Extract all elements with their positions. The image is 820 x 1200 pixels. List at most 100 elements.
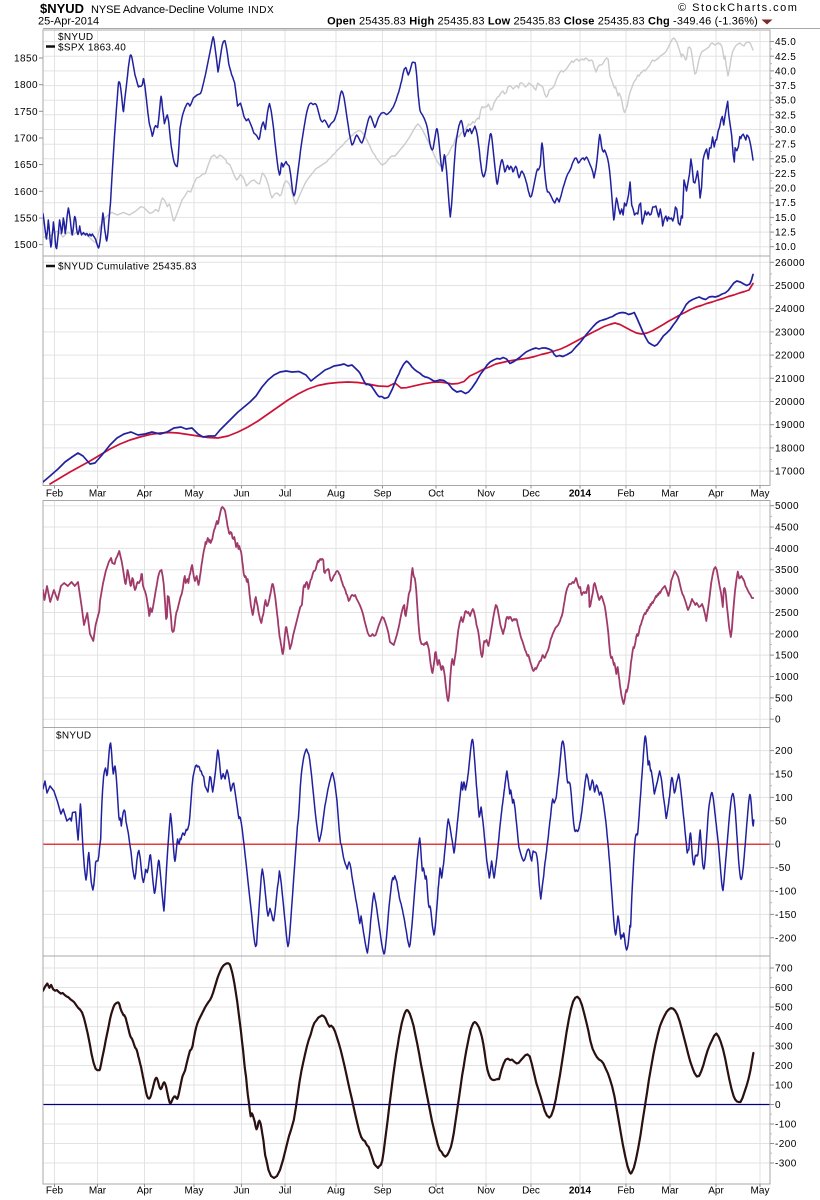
svg-text:0: 0 [775, 1100, 781, 1111]
svg-text:20.0: 20.0 [775, 184, 796, 195]
svg-text:1800: 1800 [14, 80, 38, 91]
svg-text:300: 300 [775, 1042, 793, 1053]
svg-text:30.0: 30.0 [775, 125, 796, 136]
svg-text:Aug: Aug [327, 489, 345, 500]
svg-text:Nov: Nov [477, 489, 495, 500]
svg-text:-100: -100 [775, 887, 797, 898]
svg-text:37.5: 37.5 [775, 81, 796, 92]
svg-text:May: May [185, 489, 204, 500]
svg-text:NYSE Advance-Decline Volume: NYSE Advance-Decline Volume [91, 4, 244, 16]
svg-text:200: 200 [775, 1061, 793, 1072]
svg-text:19000: 19000 [775, 420, 805, 431]
svg-text:2014: 2014 [569, 489, 592, 500]
svg-text:INDX: INDX [248, 5, 274, 16]
svg-text:3000: 3000 [775, 587, 799, 598]
svg-text:May: May [751, 489, 770, 500]
svg-text:Apr: Apr [137, 1186, 153, 1197]
svg-text:10.0: 10.0 [775, 242, 796, 253]
svg-text:500: 500 [775, 1003, 793, 1014]
svg-text:2000: 2000 [775, 629, 799, 640]
svg-text:17.5: 17.5 [775, 198, 796, 209]
svg-text:Feb: Feb [46, 489, 64, 500]
svg-text:24000: 24000 [775, 304, 805, 315]
svg-text:20000: 20000 [775, 397, 805, 408]
svg-text:Oct: Oct [428, 1186, 444, 1197]
svg-text:700: 700 [775, 964, 793, 975]
svg-text:Feb: Feb [617, 1186, 635, 1197]
svg-text:Dec: Dec [522, 489, 540, 500]
svg-text:45.0: 45.0 [775, 37, 796, 48]
svg-text:Nov: Nov [477, 1186, 495, 1197]
svg-text:22000: 22000 [775, 351, 805, 362]
svg-text:21000: 21000 [775, 374, 805, 385]
svg-text:12.5: 12.5 [775, 228, 796, 239]
svg-text:17000: 17000 [775, 467, 805, 478]
svg-text:0: 0 [775, 715, 781, 726]
svg-text:May: May [185, 1186, 204, 1197]
svg-text:Dec: Dec [522, 1186, 540, 1197]
svg-text:3500: 3500 [775, 565, 799, 576]
svg-text:25-Apr-2014: 25-Apr-2014 [38, 16, 99, 28]
svg-text:4000: 4000 [775, 544, 799, 555]
svg-text:Jun: Jun [233, 1186, 249, 1197]
svg-text:25000: 25000 [775, 281, 805, 292]
svg-text:Jul: Jul [279, 1186, 292, 1197]
svg-text:2500: 2500 [775, 608, 799, 619]
svg-text:18000: 18000 [775, 443, 805, 454]
svg-text:1500: 1500 [775, 651, 799, 662]
svg-text:-150: -150 [775, 910, 797, 921]
svg-text:200: 200 [775, 746, 793, 757]
svg-text:Mar: Mar [661, 489, 679, 500]
svg-text:$NYUD: $NYUD [56, 731, 91, 742]
svg-text:1650: 1650 [14, 160, 38, 171]
svg-text:Feb: Feb [46, 1186, 64, 1197]
svg-text:Mar: Mar [89, 489, 107, 500]
svg-text:40.0: 40.0 [775, 66, 796, 77]
svg-text:Jun: Jun [233, 489, 249, 500]
svg-text:1850: 1850 [14, 54, 38, 65]
svg-text:May: May [751, 1186, 770, 1197]
svg-text:-50: -50 [775, 863, 791, 874]
svg-text:22.5: 22.5 [775, 169, 796, 180]
svg-text:27.5: 27.5 [775, 140, 796, 151]
svg-text:1000: 1000 [775, 672, 799, 683]
svg-text:0: 0 [775, 840, 781, 851]
svg-text:23000: 23000 [775, 327, 805, 338]
svg-text:2014: 2014 [569, 1186, 592, 1197]
svg-text:1600: 1600 [14, 187, 38, 198]
svg-text:35.0: 35.0 [775, 96, 796, 107]
svg-text:-100: -100 [775, 1120, 797, 1131]
svg-text:600: 600 [775, 983, 793, 994]
svg-text:1550: 1550 [14, 214, 38, 225]
svg-text:© StockCharts.com: © StockCharts.com [678, 2, 798, 14]
svg-text:-200: -200 [775, 933, 797, 944]
svg-text:$NYUD: $NYUD [40, 1, 84, 16]
svg-text:25.0: 25.0 [775, 154, 796, 165]
svg-text:150: 150 [775, 770, 793, 781]
svg-text:1500: 1500 [14, 240, 38, 251]
svg-text:5000: 5000 [775, 501, 799, 512]
svg-text:32.5: 32.5 [775, 110, 796, 121]
svg-text:26000: 26000 [775, 258, 805, 269]
svg-text:Apr: Apr [137, 489, 153, 500]
svg-text:1700: 1700 [14, 134, 38, 145]
svg-text:Sep: Sep [374, 1186, 392, 1197]
svg-text:15.0: 15.0 [775, 213, 796, 224]
svg-text:100: 100 [775, 1081, 793, 1092]
svg-text:500: 500 [775, 693, 793, 704]
svg-text:Mar: Mar [661, 1186, 679, 1197]
svg-text:$NYUD: $NYUD [58, 32, 93, 43]
svg-text:Aug: Aug [327, 1186, 345, 1197]
svg-text:$SPX 1863.40: $SPX 1863.40 [58, 43, 126, 54]
svg-text:Sep: Sep [374, 489, 392, 500]
svg-text:1750: 1750 [14, 107, 38, 118]
svg-text:Apr: Apr [708, 1186, 724, 1197]
svg-text:-300: -300 [775, 1159, 797, 1170]
svg-text:42.5: 42.5 [775, 52, 796, 63]
svg-text:Open 25435.83 High 25435.83 Lo: Open 25435.83 High 25435.83 Low 25435.83… [327, 16, 758, 28]
svg-text:4500: 4500 [775, 523, 799, 534]
svg-text:$NYUD Cumulative 25435.83: $NYUD Cumulative 25435.83 [58, 262, 197, 273]
svg-text:Apr: Apr [708, 489, 724, 500]
svg-text:Jul: Jul [279, 489, 292, 500]
svg-text:400: 400 [775, 1022, 793, 1033]
